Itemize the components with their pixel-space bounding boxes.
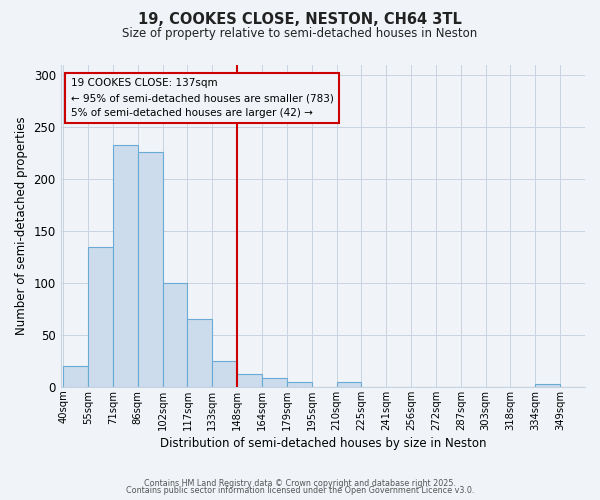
Bar xyxy=(535,384,560,387)
Bar xyxy=(262,378,287,387)
Y-axis label: Number of semi-detached properties: Number of semi-detached properties xyxy=(15,116,28,336)
Text: Contains HM Land Registry data © Crown copyright and database right 2025.: Contains HM Land Registry data © Crown c… xyxy=(144,478,456,488)
Text: 19 COOKES CLOSE: 137sqm
← 95% of semi-detached houses are smaller (783)
5% of se: 19 COOKES CLOSE: 137sqm ← 95% of semi-de… xyxy=(71,78,334,118)
Text: 19, COOKES CLOSE, NESTON, CH64 3TL: 19, COOKES CLOSE, NESTON, CH64 3TL xyxy=(138,12,462,28)
Bar xyxy=(287,382,311,387)
Bar xyxy=(88,246,113,387)
Bar xyxy=(187,320,212,387)
Bar xyxy=(237,374,262,387)
Bar xyxy=(337,382,361,387)
Bar xyxy=(63,366,88,387)
Bar xyxy=(212,361,237,387)
Text: Contains public sector information licensed under the Open Government Licence v3: Contains public sector information licen… xyxy=(126,486,474,495)
Bar xyxy=(163,283,187,387)
Text: Size of property relative to semi-detached houses in Neston: Size of property relative to semi-detach… xyxy=(122,28,478,40)
Bar xyxy=(138,152,163,387)
Bar xyxy=(113,145,138,387)
X-axis label: Distribution of semi-detached houses by size in Neston: Distribution of semi-detached houses by … xyxy=(160,437,486,450)
